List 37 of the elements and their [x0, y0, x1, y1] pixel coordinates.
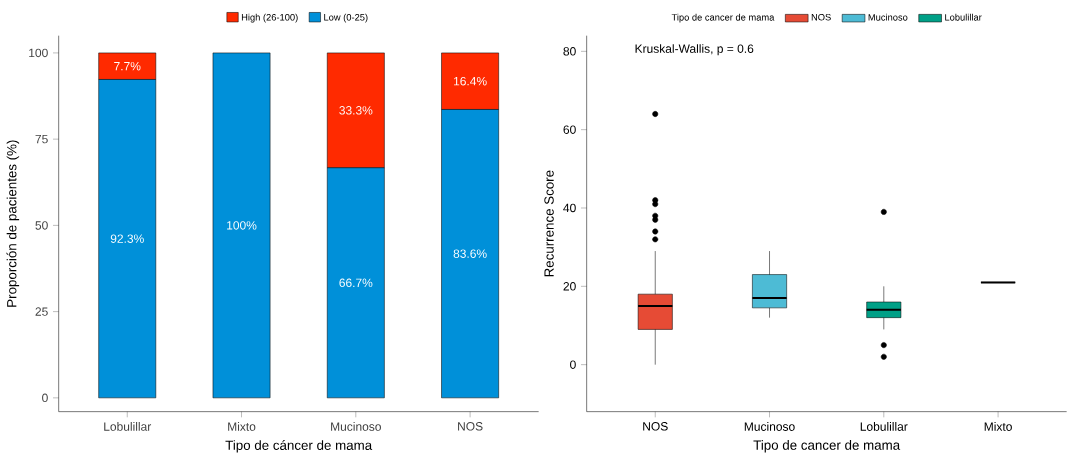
- x-tick-label: Lobulillar: [860, 422, 908, 431]
- data-label: 100%: [227, 221, 257, 230]
- y-tick-label: 60: [563, 125, 576, 134]
- x-tick-label: Lobulillar: [104, 422, 152, 431]
- y-tick-label: 0: [570, 360, 576, 369]
- x-tick-label: NOS: [458, 422, 483, 431]
- x-tick-label: Mixto: [228, 422, 256, 431]
- legend-title: Tipo de cancer de mama: [671, 13, 775, 23]
- y-tick-label: 0: [42, 393, 48, 403]
- legend-label: High (26-100): [241, 13, 298, 23]
- annotation: Kruskal-Wallis, p = 0.6: [635, 44, 754, 56]
- data-label: 16.4%: [454, 76, 487, 86]
- legend-label: Lobulillar: [945, 13, 982, 21]
- y-tick-label: 75: [35, 134, 48, 144]
- x-tick-label: Mucinoso: [744, 422, 795, 431]
- x-tick-label: Mucinoso: [331, 422, 381, 431]
- y-tick-label: 25: [35, 307, 48, 316]
- y-tick-label: 40: [563, 203, 576, 213]
- y-axis-title: Proporción de pacientes (%): [6, 140, 20, 307]
- data-label: 33.3%: [339, 106, 373, 115]
- legend-label: Low (0-25): [324, 13, 368, 23]
- y-tick-label: 20: [563, 282, 576, 291]
- y-axis-title: Recurrence Score: [544, 170, 554, 277]
- y-tick-label: 50: [35, 221, 48, 230]
- legend-label: Mucinoso: [868, 13, 908, 21]
- data-label: 7.7%: [114, 61, 141, 71]
- x-axis-title: Tipo de cáncer de mama: [225, 440, 373, 453]
- data-label: 92.3%: [110, 234, 144, 243]
- data-label: 66.7%: [339, 278, 373, 288]
- data-label: 83.6%: [453, 249, 487, 258]
- y-tick-label: 100: [29, 48, 48, 58]
- x-tick-label: NOS: [643, 422, 668, 431]
- legend-label: NOS: [811, 13, 831, 21]
- x-axis-title: Tipo de cancer de mama: [753, 440, 901, 453]
- y-tick-label: 80: [563, 47, 576, 56]
- bar: [212, 52, 271, 399]
- x-tick-label: Mixto: [984, 422, 1012, 431]
